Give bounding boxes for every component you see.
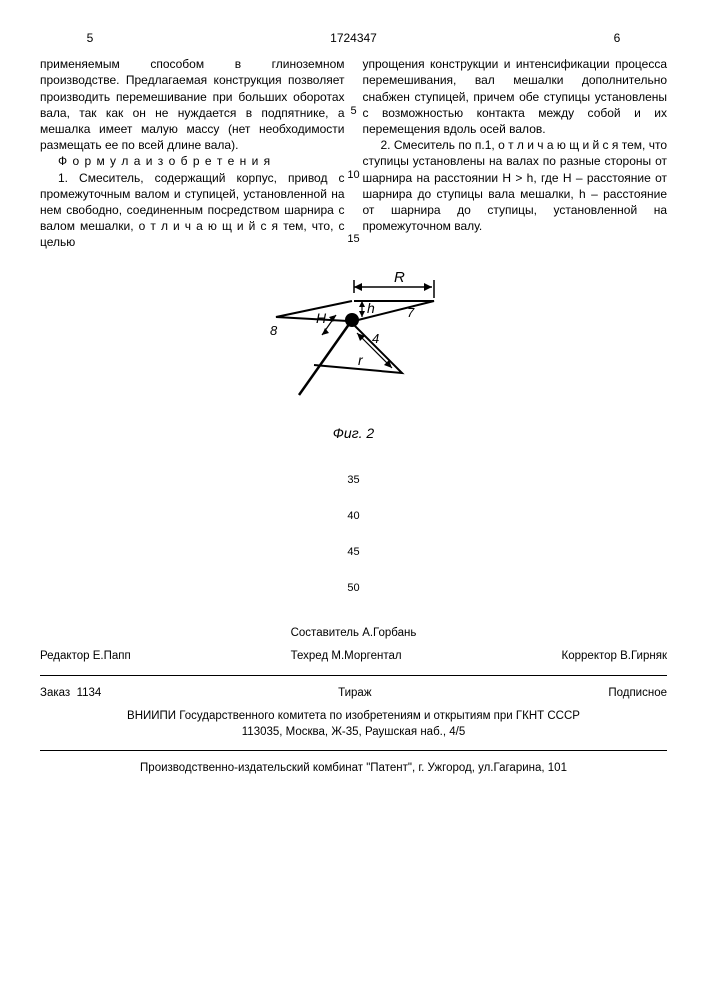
- techred: Техред М.Моргентал: [291, 649, 402, 665]
- figure-caption: Фиг. 2: [40, 424, 667, 443]
- left-column: применяемым способом в глиноземном произ…: [40, 56, 345, 250]
- label-8: 8: [270, 323, 278, 338]
- line-numbers-below: 35 40 45 50: [40, 463, 667, 607]
- page-left-number: 5: [60, 30, 120, 46]
- label-r: r: [358, 352, 364, 368]
- vniipi-line: ВНИИПИ Государственного комитета по изоб…: [40, 705, 667, 744]
- order-number: Заказ 1134: [40, 686, 101, 702]
- order-row: Заказ 1134 Тираж Подписное: [40, 682, 667, 706]
- corrector: Корректор В.Гирняк: [562, 649, 667, 665]
- line-numbers-top: 15: [347, 232, 361, 247]
- figure-2: R 7 8 h 4 H r Фиг. 2: [40, 265, 667, 442]
- line-numbers-top: 10: [347, 168, 361, 183]
- credits-row: Редактор Е.Папп Техред М.Моргентал Корре…: [40, 645, 667, 669]
- page-header: 5 1724347 6: [40, 30, 667, 46]
- divider: [40, 675, 667, 676]
- production-line: Производственно-издательский комбинат "П…: [40, 757, 667, 787]
- label-h: h: [367, 300, 375, 316]
- subscription: Подписное: [608, 686, 667, 702]
- tirazh: Тираж: [338, 686, 371, 702]
- compiler-row: Составитель А.Горбань: [40, 622, 667, 646]
- formula-title: Ф о р м у л а и з о б р е т е н и я: [58, 154, 271, 168]
- divider: [40, 750, 667, 751]
- patent-number: 1724347: [294, 30, 414, 46]
- imprint-block: Составитель А.Горбань Редактор Е.Папп Те…: [40, 622, 667, 787]
- right-paragraph-1: упрощения конструкции и интенсификации п…: [363, 57, 668, 136]
- page-right-number: 6: [587, 30, 647, 46]
- claim-1: 1. Смеситель, содержащий корпус, привод …: [40, 171, 345, 250]
- left-paragraph-1: применяемым способом в глиноземном произ…: [40, 57, 345, 152]
- label-7: 7: [407, 305, 415, 320]
- right-column: упрощения конструкции и интенсификации п…: [363, 56, 668, 250]
- label-H: H: [316, 310, 327, 326]
- figure-svg: R 7 8 h 4 H r: [254, 265, 454, 415]
- label-R: R: [394, 269, 405, 286]
- editor: Редактор Е.Папп: [40, 649, 131, 665]
- claim-2: 2. Смеситель по п.1, о т л и ч а ю щ и й…: [363, 138, 668, 233]
- line-numbers-top: 5: [347, 104, 361, 119]
- text-columns: применяемым способом в глиноземном произ…: [40, 56, 667, 250]
